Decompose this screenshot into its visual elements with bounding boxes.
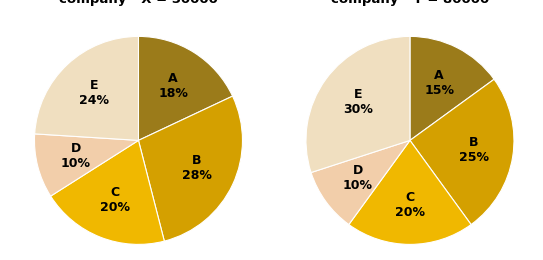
Wedge shape [410,36,494,140]
Text: D
10%: D 10% [61,142,91,171]
Wedge shape [35,36,138,140]
Text: E
24%: E 24% [79,79,109,107]
Text: B
28%: B 28% [182,154,212,182]
Wedge shape [306,36,410,173]
Title: Total units manufactured by
company - Y = 80000: Total units manufactured by company - Y … [304,0,516,6]
Wedge shape [138,96,243,241]
Text: A
18%: A 18% [158,72,188,100]
Wedge shape [349,140,471,244]
Wedge shape [311,140,410,225]
Title: Total units manufactured by
company - X = 50000: Total units manufactured by company - X … [33,0,244,6]
Text: C
20%: C 20% [100,186,130,214]
Wedge shape [50,140,165,244]
Wedge shape [410,79,514,225]
Wedge shape [34,134,138,196]
Text: C
20%: C 20% [395,191,425,219]
Text: A
15%: A 15% [424,69,454,97]
Wedge shape [138,36,232,140]
Text: B
25%: B 25% [459,136,489,165]
Text: D
10%: D 10% [343,164,373,192]
Text: E
30%: E 30% [343,88,372,116]
